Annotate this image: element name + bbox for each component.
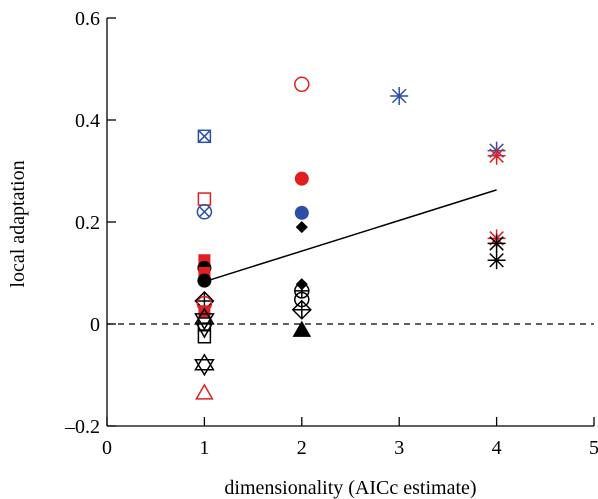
x-tick-label: 3 bbox=[394, 437, 404, 459]
data-point bbox=[197, 273, 212, 288]
y-tick-label: 0.6 bbox=[75, 8, 100, 30]
data-point bbox=[195, 383, 214, 400]
data-point bbox=[294, 283, 310, 299]
x-tick-label: 4 bbox=[492, 437, 502, 459]
data-point bbox=[197, 192, 212, 206]
y-tick-label: 0 bbox=[90, 314, 100, 336]
y-tick-labels: –0.2 0 0.2 0.4 0.6 bbox=[64, 8, 100, 438]
data-point bbox=[294, 171, 309, 186]
trend-line-layer bbox=[204, 189, 497, 283]
data-point bbox=[295, 221, 308, 234]
data-point bbox=[291, 299, 312, 320]
x-tick-label: 1 bbox=[199, 437, 209, 459]
y-tick-label: –0.2 bbox=[64, 416, 100, 438]
x-tick-label: 2 bbox=[297, 437, 307, 459]
x-axis-title: dimensionality (AICc estimate) bbox=[224, 477, 476, 499]
axes bbox=[106, 17, 595, 427]
data-point bbox=[487, 146, 506, 165]
x-tick-labels: 0 1 2 3 4 5 bbox=[102, 437, 598, 459]
data-point bbox=[487, 234, 506, 253]
x-tick-label: 0 bbox=[102, 437, 112, 459]
data-point bbox=[197, 330, 212, 344]
data-point bbox=[294, 205, 309, 220]
data-point bbox=[487, 251, 506, 270]
data-point bbox=[196, 204, 213, 220]
data-point bbox=[294, 76, 310, 93]
data-point bbox=[390, 87, 409, 106]
y-tick-label: 0.2 bbox=[75, 212, 100, 234]
data-point bbox=[292, 320, 312, 337]
x-tick-label: 5 bbox=[589, 437, 598, 459]
y-axis-title: local adaptation bbox=[7, 160, 29, 287]
data-point bbox=[194, 353, 215, 377]
trend-line bbox=[204, 189, 497, 283]
data-point bbox=[194, 307, 215, 331]
data-points-layer bbox=[194, 76, 506, 400]
y-tick-label: 0.4 bbox=[75, 110, 100, 132]
data-point bbox=[197, 129, 212, 144]
